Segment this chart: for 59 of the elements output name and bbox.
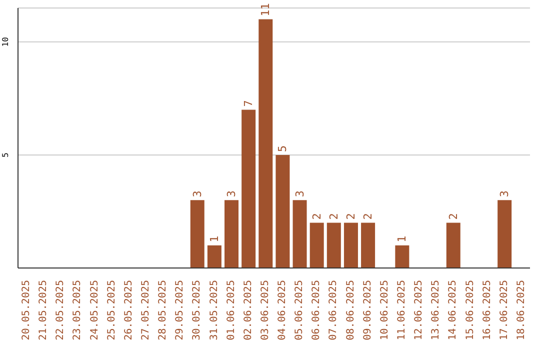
data-label: 2: [327, 213, 340, 220]
bar: [395, 245, 410, 268]
x-tick-label: 17.06.2025: [498, 280, 510, 340]
x-tick-label: 14.06.2025: [448, 280, 459, 340]
data-label: 3: [293, 190, 306, 198]
bar: [326, 222, 341, 268]
data-label: 2: [446, 213, 460, 220]
x-tick-label: 05.06.2025: [294, 280, 306, 340]
x-tick-label: 29.05.2025: [174, 280, 186, 340]
bar: [276, 154, 290, 268]
x-tick-label: 15.06.2025: [464, 280, 476, 340]
x-tick-label: 10.06.2025: [379, 280, 390, 340]
bar: [292, 200, 307, 268]
bar: [258, 19, 273, 268]
data-label: 1: [208, 236, 221, 242]
x-tick-label: 12.06.2025: [414, 280, 425, 340]
data-label: 3: [498, 190, 512, 198]
y-tick-label: 10: [1, 36, 10, 47]
x-tick-label: 11.06.2025: [396, 280, 408, 340]
data-label: 2: [310, 213, 324, 220]
data-label: 2: [344, 213, 358, 220]
x-tick-label: 06.06.2025: [311, 280, 322, 340]
x-tick-label: 16.06.2025: [482, 280, 493, 340]
bar: [310, 222, 324, 268]
x-tick-label: 07.06.2025: [328, 280, 340, 340]
x-tick-label: 22.05.2025: [55, 280, 66, 340]
data-label: 11: [259, 3, 272, 16]
data-label: 3: [225, 190, 238, 198]
x-tick-label: 27.05.2025: [140, 280, 152, 340]
bar: [446, 222, 460, 268]
bar: [207, 245, 222, 268]
x-tick-label: 18.06.2025: [516, 280, 527, 340]
x-tick-label: 23.05.2025: [72, 280, 84, 340]
x-tick-label: 20.05.2025: [21, 280, 32, 340]
bar: [344, 222, 358, 268]
x-tick-label: 24.05.2025: [89, 280, 100, 340]
x-tick-label: 26.05.2025: [123, 280, 134, 340]
x-tick-label: 09.06.2025: [362, 280, 374, 340]
bar: [361, 222, 376, 268]
x-tick-label: 02.06.2025: [242, 280, 254, 340]
x-tick-label: 31.05.2025: [208, 280, 220, 340]
x-tick-label: 30.05.2025: [192, 280, 203, 340]
x-tick-label: 25.05.2025: [106, 280, 118, 340]
x-tick-label: 13.06.2025: [430, 280, 442, 340]
x-tick-label: 01.06.2025: [226, 280, 237, 340]
x-tick-label: 08.06.2025: [345, 280, 356, 340]
data-label: 3: [190, 190, 204, 198]
bar: [498, 200, 512, 268]
x-tick-label: 03.06.2025: [260, 280, 271, 340]
data-label: 5: [276, 145, 290, 152]
data-label: 1: [396, 236, 409, 242]
x-tick-label: 21.05.2025: [38, 280, 50, 340]
x-tick-label: 28.05.2025: [158, 280, 169, 340]
data-label: 2: [362, 213, 375, 220]
bar: [242, 110, 256, 268]
data-label: 7: [242, 100, 256, 107]
bar: [224, 200, 239, 268]
bar: [190, 200, 204, 268]
x-tick-label: 04.06.2025: [277, 280, 288, 340]
